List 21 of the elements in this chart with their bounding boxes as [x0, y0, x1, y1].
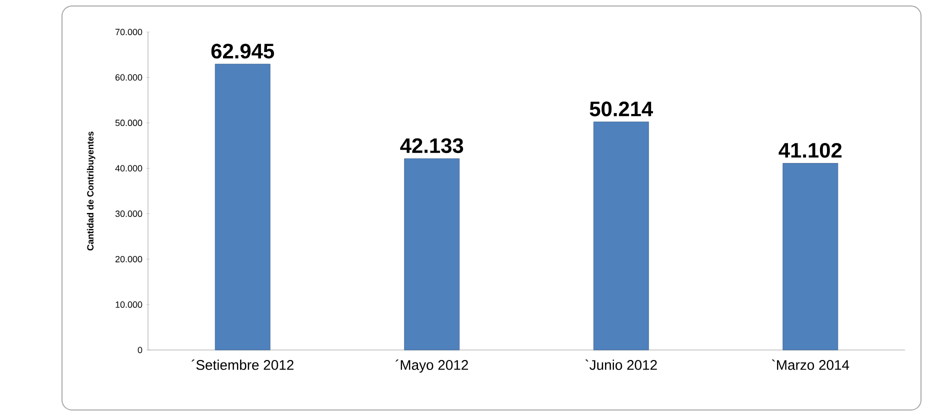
y-tick-label: 0 [138, 346, 142, 354]
data-label: 41.102 [778, 142, 842, 158]
y-axis-title: Cantidad de Contribuyentes [86, 132, 96, 250]
y-tick-label: 10.000 [116, 301, 142, 308]
x-tick-label: ´Setiembre 2012 [192, 360, 294, 370]
y-tick-label: 70.000 [116, 28, 142, 36]
y-tick-label: 20.000 [116, 256, 142, 262]
y-tick-label: 50.000 [115, 120, 142, 126]
x-tick-label: `Marzo 2014 [772, 360, 850, 370]
data-label: 50.214 [590, 102, 653, 116]
bar [214, 64, 270, 350]
y-tick-label: 40.000 [115, 165, 142, 172]
bar [782, 163, 838, 350]
data-label: 42.133 [400, 138, 464, 154]
bar [404, 158, 460, 350]
y-tick-label: 30.000 [115, 210, 142, 217]
data-label: 62.945 [211, 44, 274, 59]
y-tick-label: 60.000 [116, 74, 142, 81]
bar [593, 122, 649, 350]
x-tick-label: ´Mayo 2012 [396, 360, 468, 373]
x-tick-label: `Junio 2012 [585, 360, 657, 370]
